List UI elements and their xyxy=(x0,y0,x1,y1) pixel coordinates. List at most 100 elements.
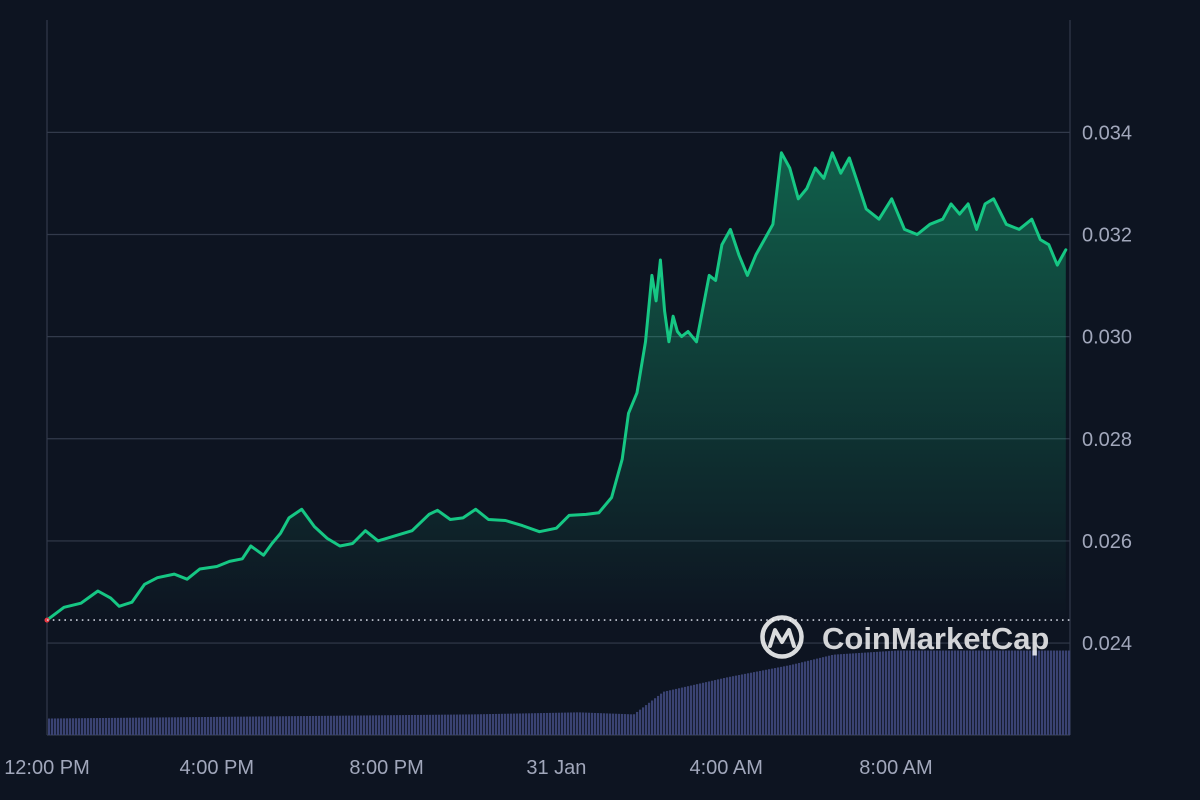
volume-bar xyxy=(717,679,720,735)
volume-bar xyxy=(690,685,693,735)
volume-bar xyxy=(498,713,501,735)
volume-bar xyxy=(678,688,681,735)
volume-bar xyxy=(48,718,51,735)
volume-bar xyxy=(369,715,372,735)
volume-bar xyxy=(519,713,522,735)
volume-bar xyxy=(660,693,663,735)
volume-bar xyxy=(765,669,768,735)
volume-bar xyxy=(306,716,309,735)
volume-bar xyxy=(399,715,402,735)
volume-bar xyxy=(531,713,534,735)
volume-bar xyxy=(69,718,72,735)
volume-bar xyxy=(714,680,717,735)
volume-bar xyxy=(870,652,873,735)
volume-bar xyxy=(204,716,207,735)
volume-bar xyxy=(666,690,669,735)
volume-bar xyxy=(993,650,996,735)
volume-bar xyxy=(363,715,366,735)
volume-bar xyxy=(912,650,915,735)
volume-bar xyxy=(1029,650,1032,735)
volume-bar xyxy=(594,712,597,735)
volume-bar xyxy=(249,716,252,735)
volume-bar xyxy=(276,716,279,735)
volume-bar xyxy=(729,676,732,735)
volume-bar xyxy=(957,650,960,735)
volume-bar xyxy=(294,716,297,735)
volume-bar xyxy=(585,712,588,735)
volume-bar xyxy=(849,653,852,735)
volume-bar xyxy=(54,718,57,735)
volume-bar xyxy=(885,651,888,735)
volume-bar xyxy=(1041,650,1044,735)
volume-bar xyxy=(330,715,333,735)
volume-bar xyxy=(489,714,492,735)
volume-bar xyxy=(930,650,933,735)
volume-bar xyxy=(654,698,657,735)
volume-bar xyxy=(180,717,183,735)
volume-bar xyxy=(279,716,282,735)
volume-bar xyxy=(609,713,612,735)
volume-bar xyxy=(450,714,453,735)
volume-bar xyxy=(891,650,894,735)
volume-bar xyxy=(447,714,450,735)
volume-bar xyxy=(768,669,771,735)
volume-bar xyxy=(393,715,396,735)
price-area xyxy=(47,152,1066,621)
volume-bar xyxy=(99,718,102,735)
volume-bar xyxy=(597,713,600,735)
volume-bar xyxy=(300,716,303,735)
volume-bar xyxy=(309,715,312,735)
volume-bar xyxy=(456,714,459,735)
volume-bar xyxy=(201,717,204,735)
volume-bar xyxy=(561,712,564,735)
volume-bar xyxy=(1008,650,1011,735)
volume-bar xyxy=(552,712,555,735)
volume-bar xyxy=(102,717,105,735)
volume-bar xyxy=(573,712,576,735)
volume-bar xyxy=(978,650,981,735)
volume-bar xyxy=(627,714,630,735)
volume-bar xyxy=(282,716,285,735)
volume-bar xyxy=(60,718,63,735)
volume-bar xyxy=(975,650,978,735)
volume-bar xyxy=(432,714,435,735)
volume-bar xyxy=(186,717,189,735)
volume-bar xyxy=(96,718,99,735)
volume-bar xyxy=(108,717,111,735)
volume-bar xyxy=(555,712,558,735)
volume-bar xyxy=(744,673,747,735)
volume-bar xyxy=(600,713,603,735)
volume-bar xyxy=(906,650,909,735)
volume-bar xyxy=(672,689,675,735)
y-tick-label: 0.024 xyxy=(1082,633,1132,655)
volume-bar xyxy=(948,650,951,735)
volume-bar xyxy=(726,677,729,735)
volume-bar xyxy=(735,675,738,735)
volume-bar xyxy=(513,713,516,735)
volume-bar xyxy=(492,714,495,735)
volume-bar xyxy=(843,653,846,735)
volume-bar xyxy=(465,714,468,735)
volume-bar xyxy=(699,683,702,735)
volume-bar xyxy=(762,670,765,735)
volume-bar xyxy=(996,650,999,735)
volume-bar xyxy=(63,718,66,735)
volume-bar xyxy=(693,684,696,735)
x-tick-label: 12:00 PM xyxy=(4,757,90,779)
volume-bar xyxy=(705,682,708,735)
volume-bar xyxy=(426,714,429,735)
volume-bar xyxy=(1020,650,1023,735)
volume-bar xyxy=(579,712,582,735)
volume-bar xyxy=(750,672,753,735)
volume-bar xyxy=(1044,650,1047,735)
volume-bar xyxy=(564,712,567,735)
volume-bar xyxy=(228,716,231,735)
volume-bar xyxy=(651,700,654,735)
volume-bar xyxy=(816,658,819,735)
volume-bar xyxy=(888,651,891,735)
volume-bar xyxy=(534,713,537,735)
volume-bar xyxy=(345,715,348,735)
y-tick-label: 0.026 xyxy=(1082,531,1132,553)
volume-bar xyxy=(828,655,831,735)
volume-bar xyxy=(732,676,735,735)
